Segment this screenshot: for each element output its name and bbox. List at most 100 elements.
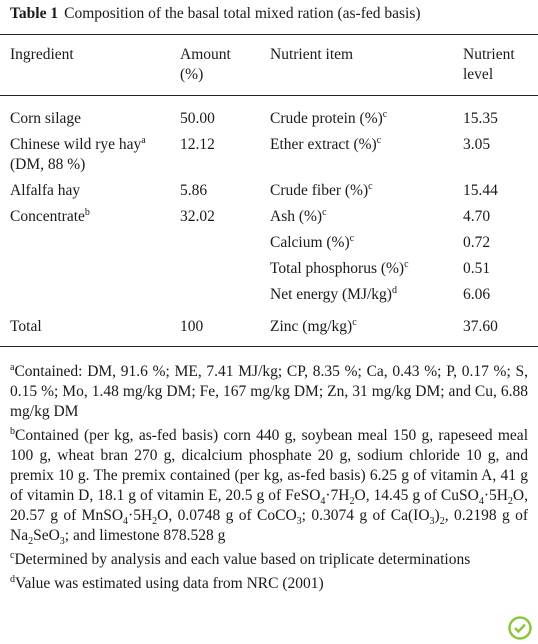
- table-row: Alfalfa hay 5.86 Crude fiber (%)c 15.44: [0, 178, 538, 204]
- table-cell: Corn silage: [0, 96, 180, 133]
- table-row: Concentrateb 32.02 Ash (%)c 4.70: [0, 204, 538, 230]
- table-cell: 5.86: [180, 178, 270, 204]
- text: Corn silage: [10, 110, 82, 127]
- table-row: Calcium (%)c 0.72: [0, 230, 538, 256]
- superscript: b: [10, 425, 15, 437]
- table-cell: Crude fiber (%)c: [270, 178, 463, 204]
- text: Concentrate: [10, 208, 85, 225]
- crossmark-icon: [508, 616, 532, 640]
- subscript: 2: [349, 496, 355, 508]
- subscript: 3: [429, 516, 435, 528]
- table-row: Chinese wild rye haya (DM, 88 %) 12.12 Eth…: [0, 132, 538, 178]
- text: Total phosphorus (%): [270, 260, 405, 277]
- text: Determined by analysis and each value ba…: [14, 551, 471, 568]
- text: 37.60: [463, 318, 498, 335]
- subscript: 4: [123, 516, 129, 528]
- table-cell: Crude protein (%)c: [270, 96, 463, 133]
- superscript: b: [84, 206, 90, 218]
- footnotes: aContained: DM, 91.6 %; ME, 7.41 MJ/kg; …: [10, 362, 528, 598]
- table-cell: [180, 230, 270, 256]
- table-cell: [180, 282, 270, 308]
- header-cell: Amount (%): [180, 35, 270, 96]
- text: 100: [180, 318, 204, 335]
- table-row: Total 100 Zinc (mg/kg)c 37.60: [0, 308, 538, 347]
- text: 4.70: [463, 208, 491, 225]
- table-row: Net energy (MJ/kg)d 6.06: [0, 282, 538, 308]
- table-cell: Calcium (%)c: [270, 230, 463, 256]
- header-cell: Nutrient item: [270, 35, 463, 96]
- table-cell: Chinese wild rye haya (DM, 88 %): [0, 132, 180, 178]
- table-label: Table 1: [10, 5, 59, 22]
- header-text: level: [463, 66, 494, 83]
- text: Zinc (mg/kg): [270, 318, 353, 335]
- table-header: Ingredient Amount (%) Nutrient item Nutrient…: [0, 35, 538, 96]
- text: 0.51: [463, 260, 491, 277]
- table-cell: Ash (%)c: [270, 204, 463, 230]
- table-cell: 15.35: [463, 96, 538, 133]
- text: Net energy (MJ/kg): [270, 286, 392, 303]
- subscript: 2: [28, 536, 34, 548]
- text: 12.12: [180, 136, 215, 153]
- table-cell: 32.02: [180, 204, 270, 230]
- table-cell: [0, 282, 180, 308]
- table-cell: 15.44: [463, 178, 538, 204]
- composition-table: Ingredient Amount (%) Nutrient item Nutrient…: [0, 34, 538, 347]
- superscript: c: [376, 134, 382, 146]
- footnote: aContained: DM, 91.6 %; ME, 7.41 MJ/kg; …: [10, 362, 528, 422]
- text: ·5H: [128, 507, 153, 524]
- text: 0.72: [463, 234, 491, 251]
- header-cell: Ingredient: [0, 35, 180, 96]
- superscript: c: [10, 549, 15, 561]
- text: Total: [10, 318, 42, 335]
- text: SeO: [33, 527, 60, 544]
- table-cell: 6.06: [463, 282, 538, 308]
- subscript: 4: [320, 496, 326, 508]
- title-text: Composition of the basal total mixed rat…: [64, 5, 421, 22]
- table-row: Total phosphorus (%)c 0.51: [0, 256, 538, 282]
- table-cell: Concentrateb: [0, 204, 180, 230]
- text: 32.02: [180, 208, 215, 225]
- footnote: dValue was estimated using data from NRC…: [10, 574, 528, 594]
- table-cell: [180, 256, 270, 282]
- superscript: a: [141, 134, 146, 146]
- text: O, 14.45 g of CuSO: [354, 487, 479, 504]
- superscript: d: [10, 573, 15, 585]
- text: 15.44: [463, 182, 498, 199]
- table-cell: [0, 230, 180, 256]
- footnote: cDetermined by analysis and each value b…: [10, 550, 528, 570]
- superscript: d: [391, 284, 397, 296]
- text: O, 20.57 g of MnSO: [10, 487, 528, 524]
- text: ): [434, 507, 440, 524]
- table-cell: Net energy (MJ/kg)d: [270, 282, 463, 308]
- text: ; 0.3074 g of Ca(IO: [301, 507, 430, 524]
- text: Alfalfa hay: [10, 182, 81, 199]
- header-text: Ingredient: [10, 46, 74, 63]
- table-cell: Zinc (mg/kg)c: [270, 308, 463, 347]
- text: 6.06: [463, 286, 491, 303]
- text: Crude protein (%): [270, 110, 383, 127]
- table-cell: 0.72: [463, 230, 538, 256]
- header-text: Nutrient item: [270, 46, 354, 63]
- table-cell: 100: [180, 308, 270, 347]
- text: 5.86: [180, 182, 208, 199]
- text: 15.35: [463, 110, 498, 127]
- subscript: 2: [507, 496, 513, 508]
- text: O, 0.0748 g of CoCO: [157, 507, 297, 524]
- table-cell: Ether extract (%)c: [270, 132, 463, 178]
- header-cell: Nutrient level: [463, 35, 538, 96]
- table-cell: Total: [0, 308, 180, 347]
- header-row: Ingredient Amount (%) Nutrient item Nutrient…: [0, 35, 538, 96]
- table-cell: 4.70: [463, 204, 538, 230]
- text: ·7H: [325, 487, 350, 504]
- subscript: 3: [296, 516, 302, 528]
- superscript: a: [10, 361, 15, 373]
- table-cell: 12.12: [180, 132, 270, 178]
- text: Crude fiber (%): [270, 182, 369, 199]
- table-cell: [0, 256, 180, 282]
- table-cell: 0.51: [463, 256, 538, 282]
- table-cell: 50.00: [180, 96, 270, 133]
- text: Calcium (%): [270, 234, 350, 251]
- superscript: c: [368, 180, 373, 192]
- superscript: c: [349, 232, 355, 244]
